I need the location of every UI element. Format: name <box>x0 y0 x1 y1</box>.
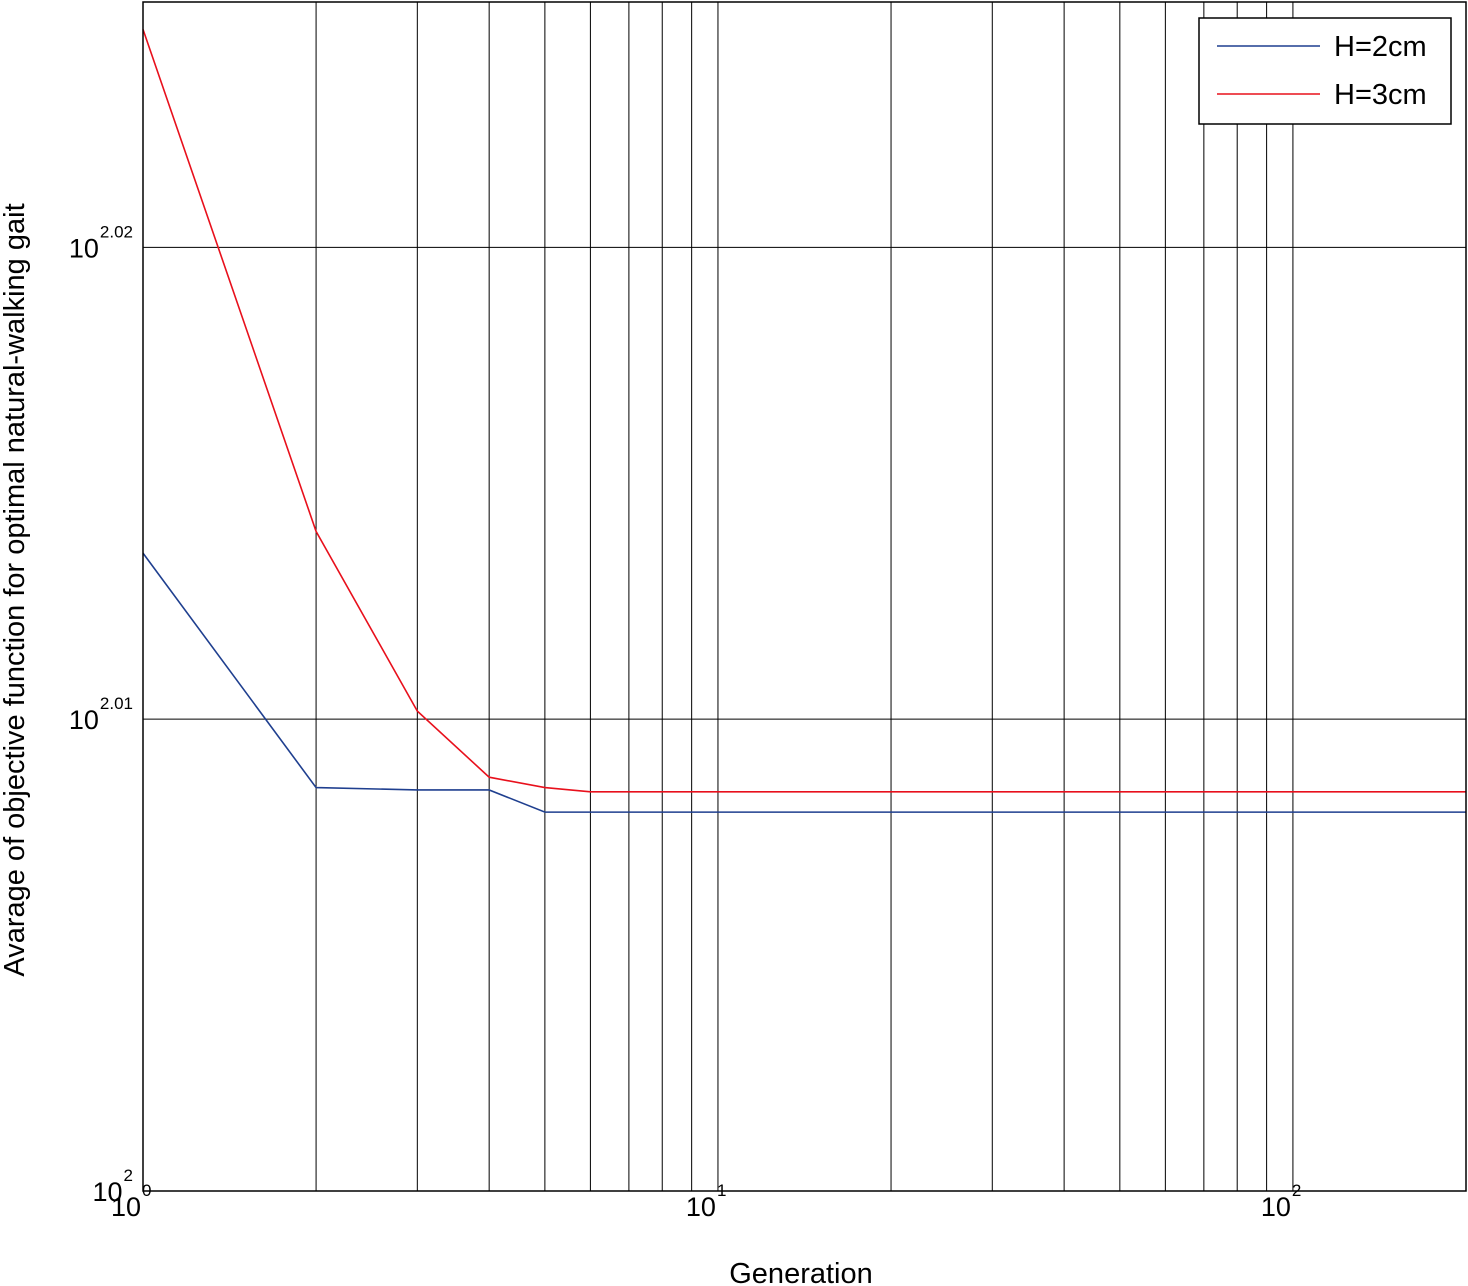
y-tick-base: 10 <box>92 1177 122 1207</box>
plot-frame <box>142 1 1467 1192</box>
x-tick-label: 100 <box>111 1181 152 1222</box>
y-tick-exponent: 2 <box>124 1166 133 1185</box>
legend-label-h2cm: H=2cm <box>1334 31 1427 63</box>
series-lines <box>142 29 1466 813</box>
grid-lines <box>143 2 1466 1191</box>
x-tick-exponent: 1 <box>717 1181 726 1200</box>
x-tick-base: 10 <box>686 1192 716 1222</box>
legend: H=2cm H=3cm <box>1198 17 1452 125</box>
plot-area <box>143 2 1466 1191</box>
x-tick-exponent: 2 <box>1292 1181 1301 1200</box>
y-axis-label: Avarage of objective function for optima… <box>0 203 31 976</box>
series-line-h2cm <box>142 552 1466 813</box>
y-tick-exponent: 2.02 <box>100 222 133 241</box>
legend-label-h3cm: H=3cm <box>1334 79 1427 111</box>
y-tick-base: 10 <box>69 233 99 263</box>
x-axis-label: Generation <box>729 1258 873 1286</box>
x-tick-base: 10 <box>1261 1192 1291 1222</box>
legend-box <box>1198 17 1452 125</box>
x-tick-base: 10 <box>111 1192 141 1222</box>
x-tick-label: 102 <box>1261 1181 1302 1222</box>
y-tick-exponent: 2.01 <box>100 694 133 713</box>
x-tick-label: 101 <box>686 1181 727 1222</box>
y-tick-base: 10 <box>69 705 99 735</box>
series-line-h3cm <box>142 29 1466 793</box>
x-tick-exponent: 0 <box>142 1181 151 1200</box>
y-tick-label: 210 <box>92 1166 133 1207</box>
